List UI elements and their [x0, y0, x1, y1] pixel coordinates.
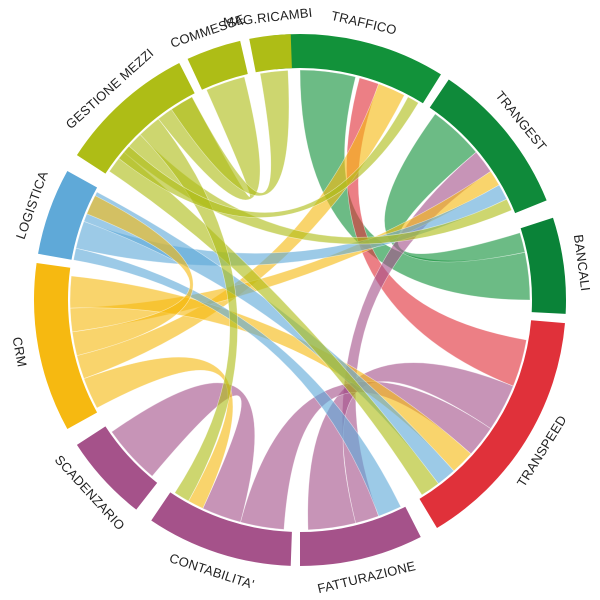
ribbon-traffico-gestione-mezzi [118, 96, 419, 218]
ribbon-trangest-bancali [384, 113, 526, 263]
segment-arc-fatturazione [300, 506, 421, 566]
segment-arcs-group [33, 34, 566, 566]
segment-label-crm: CRM [10, 336, 30, 368]
ribbon-transpeed-fatturazione [307, 362, 514, 531]
segment-arc-bancali [520, 217, 566, 314]
ribbon-transpeed-gestione-mezzi [108, 151, 439, 496]
ribbon-fatturazione-logistica [73, 247, 402, 517]
segment-arc-mag-ricambi [249, 34, 292, 73]
segment-label-bancali: BANCALI [571, 234, 593, 293]
segment-label-traffico: TRAFFICO [330, 8, 398, 38]
segment-arc-gestione-mezzi [76, 62, 195, 174]
ribbon-contabilita-gestione-mezzi [139, 118, 238, 502]
segment-arc-crm [33, 262, 98, 429]
ribbons-group [69, 69, 531, 531]
segment-arc-contabilita [151, 492, 292, 566]
segment-arc-traffico [272, 34, 441, 104]
segment-label-mag-ricambi: MAG.RICAMBI [222, 5, 313, 30]
segment-arc-trangest [429, 79, 547, 214]
segment-arc-commesse [187, 40, 248, 90]
ribbon-contabilita-scadenzario [111, 382, 255, 523]
segment-arc-transpeed [419, 320, 565, 529]
segment-arc-logistica [38, 171, 98, 260]
ribbon-crm-logistica [71, 195, 194, 357]
segment-arc-scadenzario [76, 426, 158, 510]
ribbon-mag-ricambi-gestione-mezzi [170, 69, 290, 196]
